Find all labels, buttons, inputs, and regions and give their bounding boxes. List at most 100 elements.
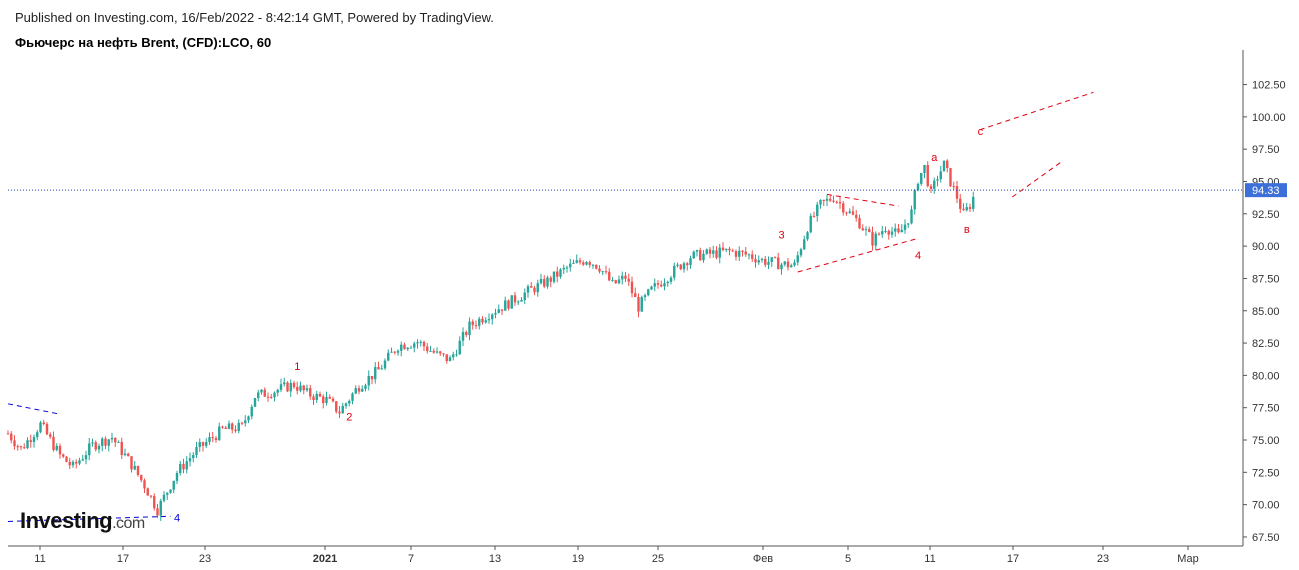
candle-body	[595, 264, 598, 269]
candle-body	[783, 261, 786, 265]
candle-body	[140, 474, 143, 481]
candle-body	[175, 473, 179, 481]
candle-body	[617, 279, 621, 284]
candle-body	[448, 357, 452, 362]
candle-body	[923, 164, 926, 173]
candle-body	[13, 440, 16, 447]
candle-body	[569, 263, 572, 268]
candle-body	[390, 351, 393, 353]
candle-body	[676, 264, 679, 266]
candle-body	[715, 250, 718, 258]
logo-main: Investing	[20, 508, 113, 533]
wave-label: 2	[346, 412, 352, 424]
candle-body	[273, 392, 276, 398]
candle-body	[348, 400, 351, 404]
candle-body	[120, 441, 123, 456]
candle-body	[796, 255, 799, 263]
candle-body	[374, 367, 377, 380]
candle-body	[26, 440, 29, 449]
instrument-title: Фьючерс на нефть Brent, (CFD):LCO, 60	[15, 35, 272, 50]
candle-body	[793, 262, 796, 266]
candle-body	[725, 248, 728, 251]
candle-body	[634, 293, 637, 298]
candle-body	[419, 341, 422, 343]
candle-body	[809, 215, 812, 233]
candle-body	[803, 239, 806, 250]
x-tick-label: Мар	[1177, 553, 1199, 565]
candle-body	[968, 207, 972, 209]
candle-body	[45, 424, 49, 435]
x-tick-label: 13	[489, 553, 501, 565]
candle-body	[422, 341, 426, 347]
candle-body	[370, 375, 374, 380]
candle-body	[351, 393, 354, 401]
candle-body	[224, 427, 227, 429]
candle-body	[23, 447, 26, 449]
candle-body	[6, 433, 10, 435]
candle-body	[907, 223, 910, 225]
y-tick-label: 82.50	[1252, 338, 1280, 350]
candle-body	[530, 286, 533, 288]
candle-body	[754, 258, 757, 263]
candle-body	[494, 312, 497, 315]
candle-body	[110, 437, 114, 440]
candle-body	[481, 318, 484, 323]
candle-body	[240, 422, 244, 424]
investing-logo: Investing.com	[20, 508, 145, 534]
y-tick-label: 80.00	[1252, 370, 1280, 382]
wave-label: 3	[778, 229, 784, 241]
candle-body	[172, 480, 175, 490]
candle-body	[452, 354, 455, 358]
candle-body	[127, 453, 130, 457]
candle-body	[673, 265, 676, 278]
candle-body	[227, 423, 231, 429]
candle-body	[546, 277, 549, 287]
candle-body	[153, 496, 156, 509]
x-tick-label: 2021	[313, 553, 337, 565]
candle-body	[517, 301, 520, 303]
y-tick-label: 102.50	[1252, 80, 1286, 92]
candle-body	[601, 271, 604, 273]
candle-body	[107, 439, 110, 446]
candle-body	[286, 382, 289, 392]
y-tick-label: 90.00	[1252, 241, 1280, 253]
candle-body	[361, 388, 364, 392]
candle-body	[185, 461, 188, 470]
candle-body	[868, 229, 871, 233]
candle-body	[16, 446, 19, 448]
y-tick-label: 72.50	[1252, 467, 1280, 479]
candle-body	[478, 318, 481, 326]
candle-body	[188, 458, 192, 462]
x-tick-label: 5	[845, 553, 851, 565]
candle-body	[325, 396, 328, 404]
candle-body	[315, 393, 318, 401]
candle-body	[445, 354, 448, 362]
candle-body	[647, 289, 650, 296]
candle-body	[825, 198, 829, 201]
wave-label: а	[931, 152, 938, 164]
candle-body	[182, 463, 185, 470]
candle-body	[549, 277, 552, 282]
candle-body	[572, 262, 575, 264]
candle-body	[302, 385, 305, 391]
candle-body	[578, 260, 582, 263]
candle-body	[88, 443, 91, 456]
candle-body	[322, 396, 325, 404]
candle-body	[409, 347, 413, 349]
candle-body	[338, 411, 341, 414]
candle-body	[929, 186, 933, 189]
candle-body	[851, 211, 855, 215]
candle-body	[890, 231, 894, 235]
candle-body	[130, 456, 133, 470]
candle-body	[903, 224, 907, 230]
candle-body	[114, 437, 117, 443]
candle-body	[845, 212, 848, 214]
candle-body	[536, 283, 539, 293]
candle-body	[52, 436, 55, 451]
candle-body	[179, 463, 182, 474]
candle-body	[208, 437, 211, 442]
candle-body	[520, 299, 523, 302]
trend-line	[7, 515, 171, 522]
wave-label: в	[964, 224, 970, 236]
